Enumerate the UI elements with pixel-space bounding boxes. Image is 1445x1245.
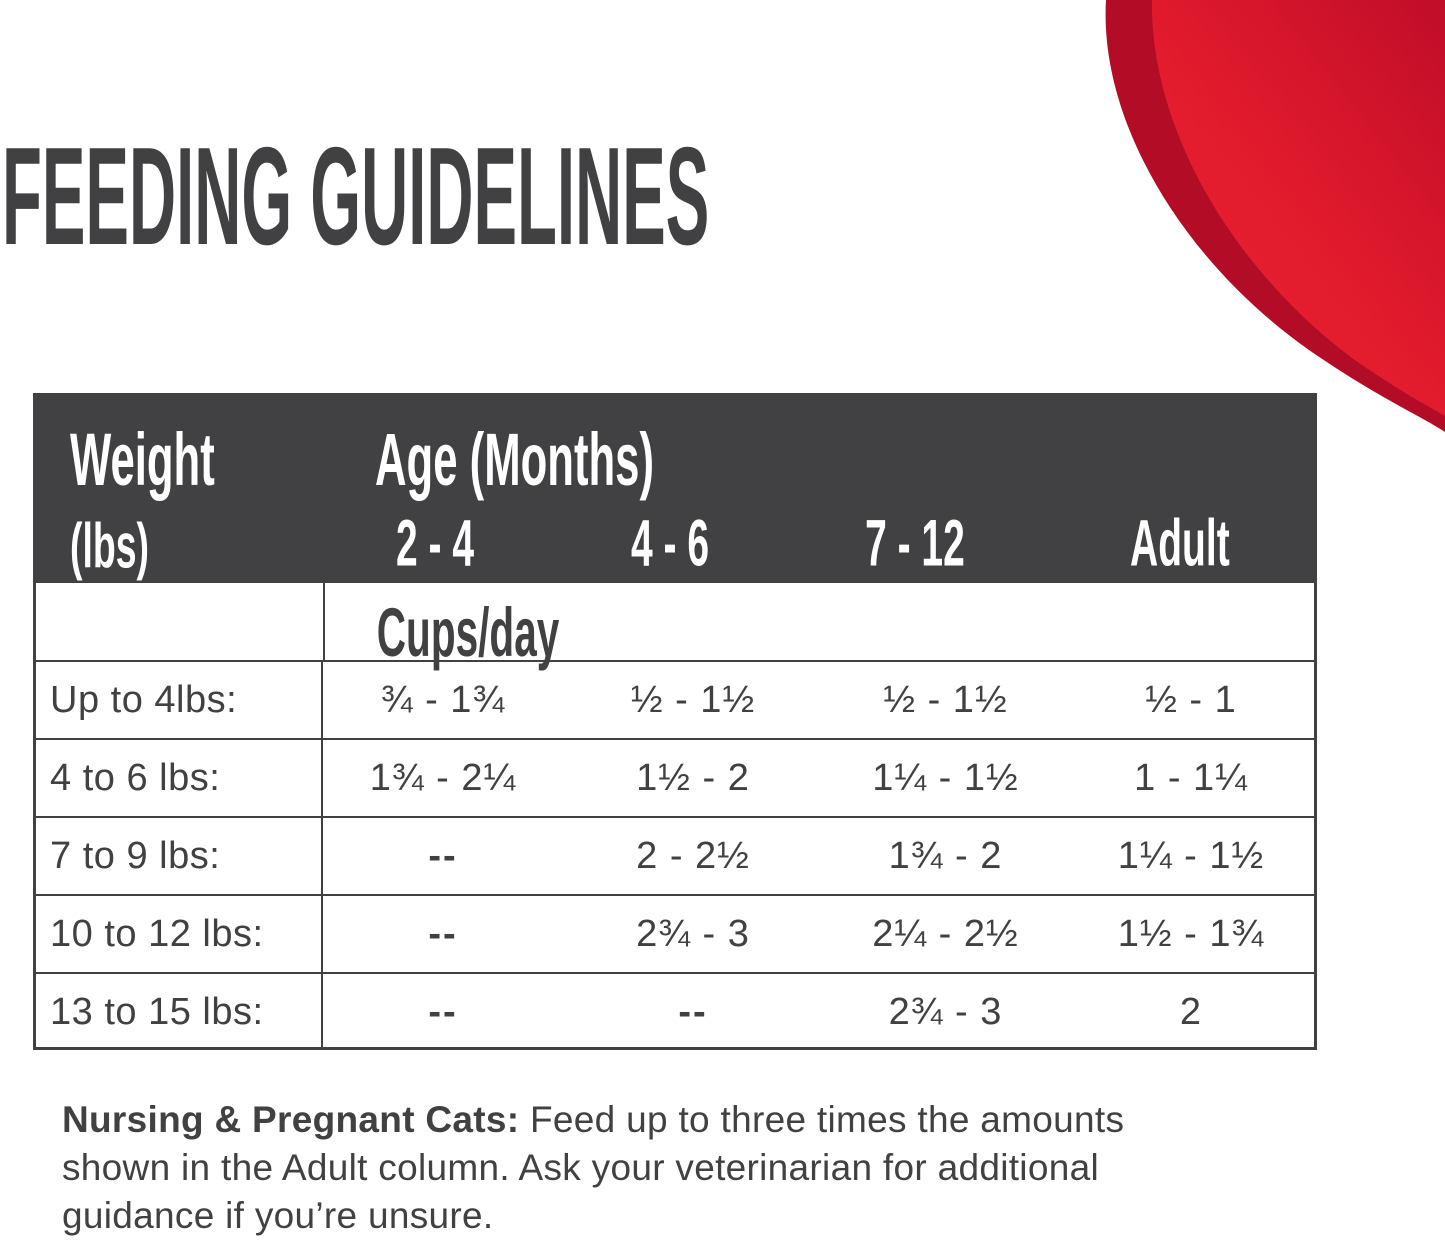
- row-value-cell: 1¾ - 2: [888, 834, 1003, 877]
- row-weight-label: 13 to 15 lbs:: [36, 974, 323, 1050]
- feeding-note-line1: Feed up to three times the amounts: [519, 1099, 1125, 1140]
- row-value-cell: 2¾ - 3: [888, 990, 1003, 1033]
- header-col-7-12: 7 - 12: [865, 506, 965, 580]
- header-col-2-4: 2 - 4: [395, 506, 475, 580]
- header-weight-unit: (lbs): [70, 512, 150, 582]
- header-weight-label: Weight: [70, 417, 215, 501]
- row-weight-label: Up to 4lbs:: [36, 662, 323, 738]
- row-weight-label: 10 to 12 lbs:: [36, 896, 323, 972]
- header-col-adult: Adult: [1130, 506, 1230, 580]
- column-divider: [36, 583, 325, 660]
- row-value-cell: ¾ - 1¾: [380, 678, 506, 721]
- row-value-cell: 2: [1179, 990, 1203, 1033]
- swoosh-bright-layer: [1151, 0, 1445, 416]
- table-row: 4 to 6 lbs: 1¾ - 2¼ 1½ - 2 1¼ - 1½ 1 - 1¼: [36, 738, 1314, 816]
- row-value-cell: 1¾ - 2¼: [369, 756, 517, 799]
- row-weight-label: 4 to 6 lbs:: [36, 740, 323, 816]
- feeding-note: Nursing & Pregnant Cats: Feed up to thre…: [62, 1096, 1342, 1240]
- table-row: 13 to 15 lbs: -- -- 2¾ - 3 2: [36, 972, 1314, 1050]
- row-value-cell: ½ - 1½: [630, 678, 756, 721]
- feeding-note-bold: Nursing & Pregnant Cats:: [62, 1099, 520, 1140]
- table-row: 10 to 12 lbs: -- 2¾ - 3 2¼ - 2½ 1½ - 1¾: [36, 894, 1314, 972]
- row-value-cell: 1 - 1¼: [1134, 756, 1248, 799]
- table-header: Weight (lbs) Age (Months) 2 - 4 4 - 6 7 …: [36, 396, 1314, 583]
- row-weight-label: 7 to 9 lbs:: [36, 818, 323, 894]
- header-col-4-6: 4 - 6: [630, 506, 710, 580]
- row-value-cell: 2 - 2½: [636, 834, 750, 877]
- red-corner-swoosh: [1105, 0, 1445, 432]
- units-label: Cups/day: [376, 595, 560, 672]
- table-row: 7 to 9 lbs: -- 2 - 2½ 1¾ - 2 1¼ - 1½: [36, 816, 1314, 894]
- row-value-cell: 1½ - 2: [636, 756, 750, 799]
- table-row: Up to 4lbs: ¾ - 1¾ ½ - 1½ ½ - 1½ ½ - 1: [36, 660, 1314, 738]
- row-value-cell: --: [428, 912, 458, 955]
- row-value-cell: 1¼ - 1½: [872, 756, 1019, 799]
- header-age-label: Age (Months): [375, 417, 655, 501]
- feeding-note-line3: guidance if you’re unsure.: [62, 1195, 494, 1236]
- page-title: FEEDING GUIDELINES: [2, 119, 710, 275]
- row-value-cell: 1¼ - 1½: [1117, 834, 1265, 877]
- row-value-cell: --: [678, 990, 708, 1033]
- row-value-cell: 2¼ - 2½: [872, 912, 1019, 955]
- row-value-cell: 2¾ - 3: [636, 912, 750, 955]
- row-value-cell: --: [428, 834, 458, 877]
- table-body: Up to 4lbs: ¾ - 1¾ ½ - 1½ ½ - 1½ ½ - 1 4 to 6…: [36, 660, 1314, 1050]
- row-value-cell: --: [428, 990, 458, 1033]
- row-value-cell: 1½ - 1¾: [1117, 912, 1265, 955]
- feeding-table: Weight (lbs) Age (Months) 2 - 4 4 - 6 7 …: [33, 393, 1317, 1050]
- row-value-cell: ½ - 1: [1145, 678, 1237, 721]
- row-value-cell: ½ - 1½: [883, 678, 1008, 721]
- units-row: Cups/day: [36, 583, 1314, 668]
- feeding-note-line2: shown in the Adult column. Ask your vete…: [62, 1147, 1099, 1188]
